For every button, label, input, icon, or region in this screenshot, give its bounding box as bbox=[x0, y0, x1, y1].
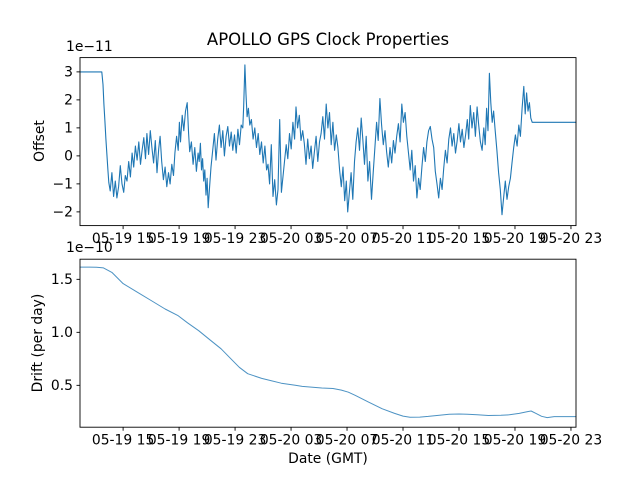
axes-frame bbox=[79, 57, 577, 227]
y-tick-label: 0.5 bbox=[51, 378, 73, 394]
y-tick-label: 3 bbox=[64, 65, 73, 81]
x-tick-label: 05-20 19 bbox=[484, 231, 546, 247]
drift-axis-label: Drift (per day) bbox=[30, 293, 46, 393]
offset-series-line bbox=[79, 64, 577, 216]
y-tick-label: 1.0 bbox=[51, 325, 73, 341]
chart-title: APOLLO GPS Clock Properties bbox=[206, 30, 450, 49]
offset-scale-multiplier-label: 1e−11 bbox=[66, 39, 113, 55]
x-tick-label: 05-20 07 bbox=[316, 231, 378, 247]
date-axis-label: Date (GMT) bbox=[288, 451, 368, 467]
x-tick-label: 05-20 03 bbox=[260, 433, 322, 449]
y-tick-label: 2 bbox=[64, 93, 73, 109]
x-tick-label: 05-19 15 bbox=[92, 231, 154, 247]
x-tick-label: 05-19 19 bbox=[148, 433, 210, 449]
y-tick-label: 0 bbox=[64, 149, 73, 165]
drift-series-line bbox=[79, 266, 577, 419]
y-tick-label: 1.5 bbox=[51, 272, 73, 288]
drift-scale-multiplier-label: 1e−10 bbox=[66, 240, 113, 256]
x-tick-label: 05-19 15 bbox=[92, 433, 154, 449]
x-tick-label: 05-20 11 bbox=[372, 231, 434, 247]
x-tick-label: 05-19 19 bbox=[148, 231, 210, 247]
offset-axis-label: Offset bbox=[32, 120, 48, 162]
x-tick-label: 05-20 15 bbox=[428, 231, 490, 247]
x-tick-label: 05-20 03 bbox=[260, 231, 322, 247]
x-tick-label: 05-20 23 bbox=[540, 433, 602, 449]
x-tick-label: 05-20 11 bbox=[372, 433, 434, 449]
axes-frame bbox=[79, 258, 577, 428]
x-tick-label: 05-19 23 bbox=[204, 433, 266, 449]
y-tick-label: 1 bbox=[64, 121, 73, 137]
x-tick-label: 05-20 07 bbox=[316, 433, 378, 449]
y-tick-label: −1 bbox=[53, 177, 73, 193]
x-tick-label: 05-19 23 bbox=[204, 231, 266, 247]
y-tick-label: −2 bbox=[53, 205, 73, 221]
x-tick-label: 05-20 19 bbox=[484, 433, 546, 449]
x-tick-label: 05-20 15 bbox=[428, 433, 490, 449]
x-tick-label: 05-20 23 bbox=[540, 231, 602, 247]
